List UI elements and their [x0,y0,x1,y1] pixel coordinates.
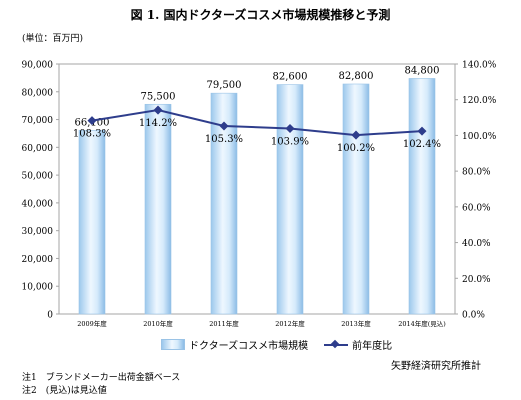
y-right-tick-label: 80.0% [462,168,491,178]
y-left-tick-label: 0 [47,311,53,321]
y-left-tick-label: 80,000 [22,88,54,98]
y-right-tick-label: 100.0% [462,132,497,142]
footnote-1: 注1 ブランドメーカー出荷金額ベース [22,373,181,383]
legend: ドクターズコスメ市場規模 前年度比 [161,337,392,352]
category-label: 2011年度 [209,319,239,328]
bar [342,83,370,315]
y-left-tick-label: 20,000 [22,255,54,265]
y-left-tick-label: 70,000 [22,116,54,126]
y-left-tick-label: 30,000 [22,227,54,237]
category-label: 2014年度(見込) [398,319,446,328]
bar-value-label: 82,800 [339,71,374,82]
ratio-point [153,105,163,115]
y-right-tick-label: 140.0% [462,61,497,71]
category-label: 2012年度 [275,319,305,328]
ratio-label: 103.9% [271,136,309,147]
ratio-label: 100.2% [337,143,375,154]
y-right-tick-label: 60.0% [462,203,491,213]
y-right-tick-label: 120.0% [462,96,497,106]
legend-bar-swatch [161,339,185,350]
bar [144,103,172,315]
bar-value-label: 82,600 [273,72,308,83]
legend-bar-label: ドクターズコスメ市場規模 [189,341,309,352]
ratio-label: 105.3% [205,134,243,145]
ratio-point [87,116,97,126]
category-label: 2009年度 [77,319,107,328]
bar-value-label: 79,500 [207,80,242,91]
bar [78,130,106,315]
bar [276,84,304,315]
ratio-label: 114.2% [139,118,177,129]
unit-label: (単位：百万円) [22,34,84,44]
footnote-2: 注2 (見込)は見込値 [22,386,107,396]
bar-value-label: 75,500 [141,91,176,102]
y-left-tick-label: 90,000 [22,61,54,71]
chart-title: 図 1. 国内ドクターズコスメ市場規模推移と予測 [130,8,391,22]
source-note: 矢野経済研究所推計 [391,361,481,372]
legend-line-swatch [324,340,349,349]
ratio-label: 102.4% [403,139,441,150]
bar-value-label: 84,800 [405,65,440,76]
legend-line-label: 前年度比 [352,341,393,352]
y-right-tick-label: 0.0% [462,311,485,321]
y-right-tick-label: 40.0% [462,239,491,249]
ratio-line [91,109,423,137]
y-left-tick-label: 10,000 [22,283,54,293]
y-left-tick-label: 50,000 [22,172,54,182]
ratio-label: 108.3% [73,129,111,140]
y-left-tick-label: 40,000 [22,199,54,209]
y-left-tick-label: 60,000 [22,144,54,154]
plot-area [58,63,456,315]
category-label: 2013年度 [341,319,371,328]
y-right-tick-label: 20.0% [462,275,491,285]
ratio-point [219,121,229,131]
chart: 0 10,000 20,000 30,000 40,000 50,000 60,000 70,… [22,61,497,329]
category-label: 2010年度 [143,319,173,328]
bar [408,78,436,315]
